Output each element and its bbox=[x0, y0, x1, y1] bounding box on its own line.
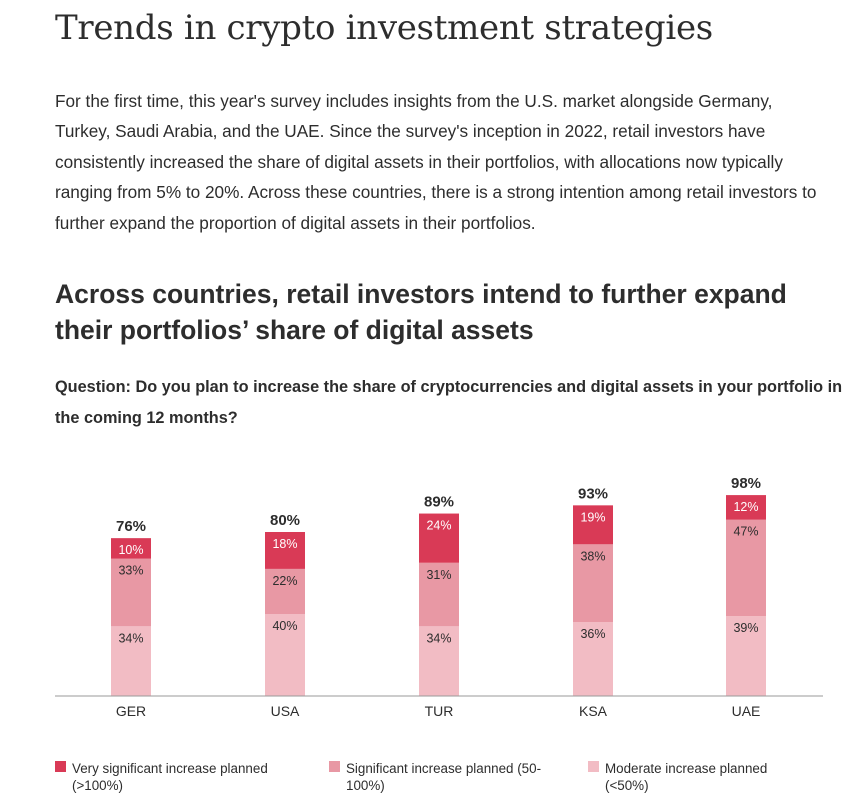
data-label-tur-series-0: 34% bbox=[426, 631, 451, 645]
bar-tur-series-1 bbox=[419, 562, 459, 627]
x-tick-label-uae: UAE bbox=[732, 703, 761, 719]
intro-paragraph: For the first time, this year's survey i… bbox=[55, 91, 817, 233]
data-label-usa-series-0: 40% bbox=[272, 619, 297, 633]
data-label-uae-series-0: 39% bbox=[733, 621, 758, 635]
bar-ger-series-0 bbox=[111, 626, 151, 696]
bar-ger-series-1 bbox=[111, 558, 151, 627]
data-label-ksa-series-1: 38% bbox=[580, 549, 605, 563]
legend-swatch-very-significant bbox=[55, 761, 66, 772]
bar-ksa-series-2 bbox=[573, 505, 613, 545]
total-label-uae: 98% bbox=[731, 475, 761, 492]
data-label-uae-series-1: 47% bbox=[733, 525, 758, 539]
bar-tur-series-2 bbox=[419, 513, 459, 563]
bar-usa-series-1 bbox=[265, 568, 305, 614]
data-label-ger-series-0: 34% bbox=[118, 631, 143, 645]
bar-ksa-series-0 bbox=[573, 622, 613, 696]
total-label-ger: 76% bbox=[116, 518, 146, 535]
data-label-ksa-series-0: 36% bbox=[580, 627, 605, 641]
data-label-uae-series-2: 12% bbox=[733, 500, 758, 514]
total-label-usa: 80% bbox=[270, 512, 300, 529]
data-label-tur-series-2: 24% bbox=[426, 519, 451, 533]
legend-label-moderate: Moderate increase planned (<50%) bbox=[605, 761, 768, 793]
data-label-usa-series-2: 18% bbox=[272, 537, 297, 551]
bar-usa-series-0 bbox=[265, 614, 305, 696]
stacked-bar-chart: 34% 33% 10% 76% GER 40% 22% 18% 80% USA 34% 31% 24% 8… bbox=[55, 475, 823, 719]
page-title: Trends in crypto investment strategies bbox=[55, 8, 713, 48]
bar-tur-series-0 bbox=[419, 626, 459, 696]
chart-heading: Across countries, retail investors inten… bbox=[55, 279, 787, 345]
x-tick-label-ger: GER bbox=[116, 703, 146, 719]
legend-label-significant: Significant increase planned (50-100%) bbox=[346, 761, 542, 793]
x-tick-label-tur: TUR bbox=[425, 703, 454, 719]
data-label-ger-series-1: 33% bbox=[118, 564, 143, 578]
legend-swatch-moderate bbox=[588, 761, 599, 772]
x-tick-label-ksa: KSA bbox=[579, 703, 608, 719]
legend-swatch-significant bbox=[329, 761, 340, 772]
bar-uae-series-2 bbox=[726, 495, 766, 520]
x-tick-label-usa: USA bbox=[271, 703, 300, 719]
data-label-ksa-series-2: 19% bbox=[580, 510, 605, 524]
legend-label-very-significant: Very significant increase planned (>100%… bbox=[72, 761, 268, 793]
bar-usa-series-2 bbox=[265, 532, 305, 569]
bar-ksa-series-1 bbox=[573, 544, 613, 623]
data-label-tur-series-1: 31% bbox=[426, 568, 451, 582]
total-label-tur: 89% bbox=[424, 494, 454, 511]
survey-question: Question: Do you plan to increase the sh… bbox=[55, 378, 843, 427]
bar-uae-series-0 bbox=[726, 616, 766, 696]
data-label-ger-series-2: 10% bbox=[118, 543, 143, 557]
bar-ger-series-2 bbox=[111, 538, 151, 559]
bar-uae-series-1 bbox=[726, 519, 766, 617]
total-label-ksa: 93% bbox=[578, 485, 608, 502]
data-label-usa-series-1: 22% bbox=[272, 574, 297, 588]
